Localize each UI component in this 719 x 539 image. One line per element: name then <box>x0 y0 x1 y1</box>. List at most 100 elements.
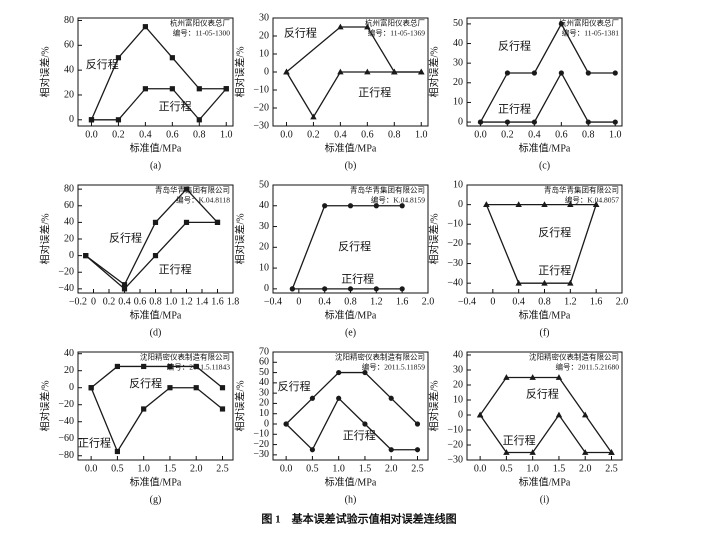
panel: −0.4 0 0.4 0.8 1.2 1.6 2.0 0 10 20 30 40 50 标准值/MPa 相对… <box>233 179 434 338</box>
y-tick-label: 40 <box>453 349 463 360</box>
y-tick-label: 20 <box>64 365 74 376</box>
marker <box>476 411 484 418</box>
panel-label: (g) <box>150 494 162 505</box>
panel-label: (h) <box>345 494 357 505</box>
y-tick-label: −30 <box>253 449 269 460</box>
series-label: 反行程 <box>338 240 371 253</box>
marker <box>121 286 128 292</box>
x-tick-label: 0.0 <box>85 463 98 474</box>
x-tick-label: 0.2 <box>307 129 320 140</box>
y-tick-label: 10 <box>453 179 463 190</box>
y-axis-label: 相对误差/% <box>38 380 51 431</box>
y-axis-label: 相对误差/% <box>427 380 440 431</box>
y-tick-label: 0 <box>69 382 74 393</box>
marker <box>483 201 490 208</box>
marker <box>214 219 221 225</box>
marker <box>336 369 342 376</box>
marker <box>503 449 510 455</box>
series-label: 反行程 <box>129 377 162 390</box>
x-axis-label: 标准值/MPa <box>130 308 182 321</box>
x-tick-label: 1.0 <box>137 463 150 474</box>
y-tick-label: −20 <box>253 102 269 113</box>
marker <box>531 70 537 76</box>
marker <box>612 119 618 125</box>
marker <box>373 286 379 292</box>
plot-frame <box>77 351 234 461</box>
x-tick-label: 0.0 <box>474 463 487 474</box>
x-axis-label: 标准值/MPa <box>130 475 182 488</box>
x-tick-label: 2.0 <box>190 463 203 474</box>
marker <box>169 55 175 61</box>
marker <box>115 117 122 123</box>
series-label: 正行程 <box>498 102 531 115</box>
panel-label: (b) <box>345 160 357 171</box>
y-tick-label: 10 <box>259 48 269 59</box>
x-tick-label: 0.2 <box>501 129 514 140</box>
marker <box>309 447 316 453</box>
x-tick-label: 1.5 <box>359 463 372 474</box>
panel: −0.2 0 0.2 0.4 0.6 0.8 1.0 1.2 1.4 1.6 1.8 −40 −20 0 2… <box>38 183 239 338</box>
y-tick-label: 40 <box>64 348 74 359</box>
series-line <box>85 221 218 290</box>
x-tick-label: 0.8 <box>193 129 206 140</box>
marker <box>115 55 122 61</box>
x-tick-label: 2.0 <box>385 463 398 474</box>
y-tick-label: 20 <box>259 30 269 41</box>
x-tick-label: 0.5 <box>306 463 319 474</box>
marker <box>223 86 229 92</box>
marker <box>567 201 574 208</box>
marker <box>322 286 328 292</box>
y-tick-label: −10 <box>447 424 463 435</box>
x-tick-label: 2.0 <box>422 296 435 307</box>
y-tick-label: −20 <box>253 439 269 450</box>
x-tick-label: 2.0 <box>616 296 629 307</box>
marker <box>322 203 328 209</box>
series-line <box>479 376 613 453</box>
x-tick-label: 2.0 <box>579 463 592 474</box>
marker <box>388 447 394 453</box>
y-tick-label: 10 <box>259 408 269 419</box>
marker <box>567 279 574 286</box>
marker <box>141 406 147 412</box>
series-label: 反行程 <box>526 388 559 401</box>
y-tick-label: 80 <box>64 15 74 26</box>
annotation: 编号：K.04.8057 <box>565 195 619 205</box>
y-tick-label: 40 <box>64 64 74 75</box>
x-tick-label: 1.6 <box>211 296 224 307</box>
y-tick-label: 20 <box>453 77 463 88</box>
marker <box>142 86 148 92</box>
annotation: 杭州富阳仪表总厂 <box>170 18 230 28</box>
x-tick-label: 1.0 <box>165 296 178 307</box>
marker <box>196 117 202 123</box>
marker <box>183 186 190 192</box>
series-label: 正行程 <box>341 273 374 286</box>
x-tick-label: 0.2 <box>112 129 125 140</box>
y-tick-label: −30 <box>447 454 463 465</box>
y-tick-label: 20 <box>453 379 463 390</box>
x-tick-label: 0.4 <box>118 296 131 307</box>
panel-label: (f) <box>540 327 550 338</box>
marker <box>515 279 522 286</box>
marker <box>399 286 405 292</box>
x-tick-label: 1.0 <box>332 463 345 474</box>
y-axis-label: 相对误差/% <box>38 46 51 97</box>
series-line <box>479 22 616 123</box>
y-tick-label: −30 <box>253 120 269 131</box>
marker <box>558 21 564 27</box>
x-tick-label: 0.6 <box>555 129 568 140</box>
y-tick-label: 10 <box>453 97 463 108</box>
x-tick-label: 0.2 <box>103 296 116 307</box>
marker <box>364 23 371 30</box>
marker <box>388 395 394 401</box>
series-label: 正行程 <box>78 436 111 449</box>
x-tick-label: −0.2 <box>69 296 87 307</box>
y-tick-label: −80 <box>58 450 74 461</box>
plot-frame <box>466 351 623 461</box>
y-tick-label: 20 <box>259 398 269 409</box>
series-line <box>285 397 418 451</box>
x-tick-label: 0.6 <box>361 129 374 140</box>
y-tick-label: −60 <box>58 433 74 444</box>
y-tick-label: 0 <box>264 283 269 294</box>
x-tick-label: 0.8 <box>582 129 595 140</box>
marker <box>193 385 199 391</box>
